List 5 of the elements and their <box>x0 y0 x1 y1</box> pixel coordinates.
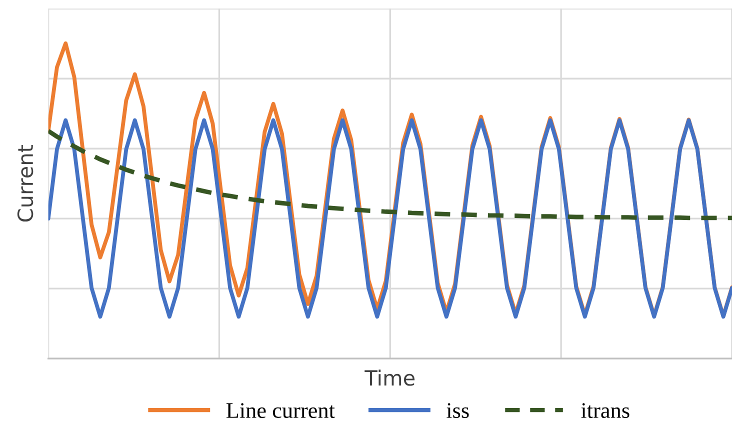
legend-label: iss <box>446 403 469 418</box>
y-axis-title: Current <box>17 144 34 222</box>
legend-label: itrans <box>581 403 630 418</box>
legend-label: Line current <box>226 403 335 418</box>
x-axis-title: Time <box>364 370 415 386</box>
